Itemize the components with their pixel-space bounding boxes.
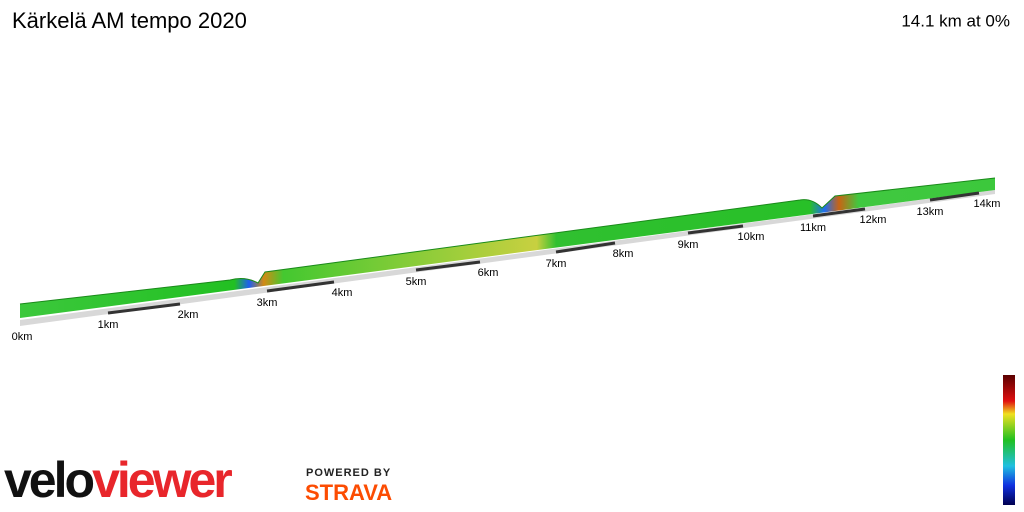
km-label: 3km: [257, 297, 278, 309]
km-label: 1km: [98, 319, 119, 331]
profile-edge: [19, 177, 996, 305]
profile-base: [20, 190, 995, 326]
km-label: 5km: [406, 276, 427, 288]
km-label: 9km: [678, 239, 699, 251]
km-label: 6km: [478, 267, 499, 279]
km-label: 8km: [613, 248, 634, 260]
gradient-legend-bar: [1003, 375, 1015, 505]
strava: STRAVA: [305, 480, 392, 505]
km-segment: [929, 191, 980, 202]
km-segment: [107, 302, 181, 315]
summary: 14.1 km at 0%: [901, 11, 1010, 30]
logo-velo: velo: [4, 452, 94, 508]
km-label: 7km: [546, 258, 567, 270]
profile-ribbon: [20, 178, 995, 318]
km-segment: [555, 241, 616, 254]
km-label: 10km: [738, 231, 765, 243]
km-segment: [812, 207, 866, 218]
logo: veloviewer: [4, 452, 232, 508]
km-segment: [415, 260, 481, 272]
powered-by: POWERED BY: [306, 467, 391, 479]
km-label: 14km: [974, 198, 1001, 210]
km-label: 4km: [332, 287, 353, 299]
km-label: 2km: [178, 309, 199, 321]
km-label: 11km: [800, 222, 826, 234]
distance-labels: 0km 1km 2km 3km 4km 5km 6km 7km 8km 9km 10km 11km 12…: [12, 191, 1001, 343]
logo-viewer: viewer: [92, 452, 232, 508]
km-label: 13km: [917, 206, 944, 218]
km-segment: [266, 280, 335, 293]
km-segment: [687, 224, 744, 235]
km-label: 0km: [12, 331, 33, 343]
title: Kärkelä AM tempo 2020: [12, 8, 247, 33]
km-label: 12km: [860, 214, 887, 226]
